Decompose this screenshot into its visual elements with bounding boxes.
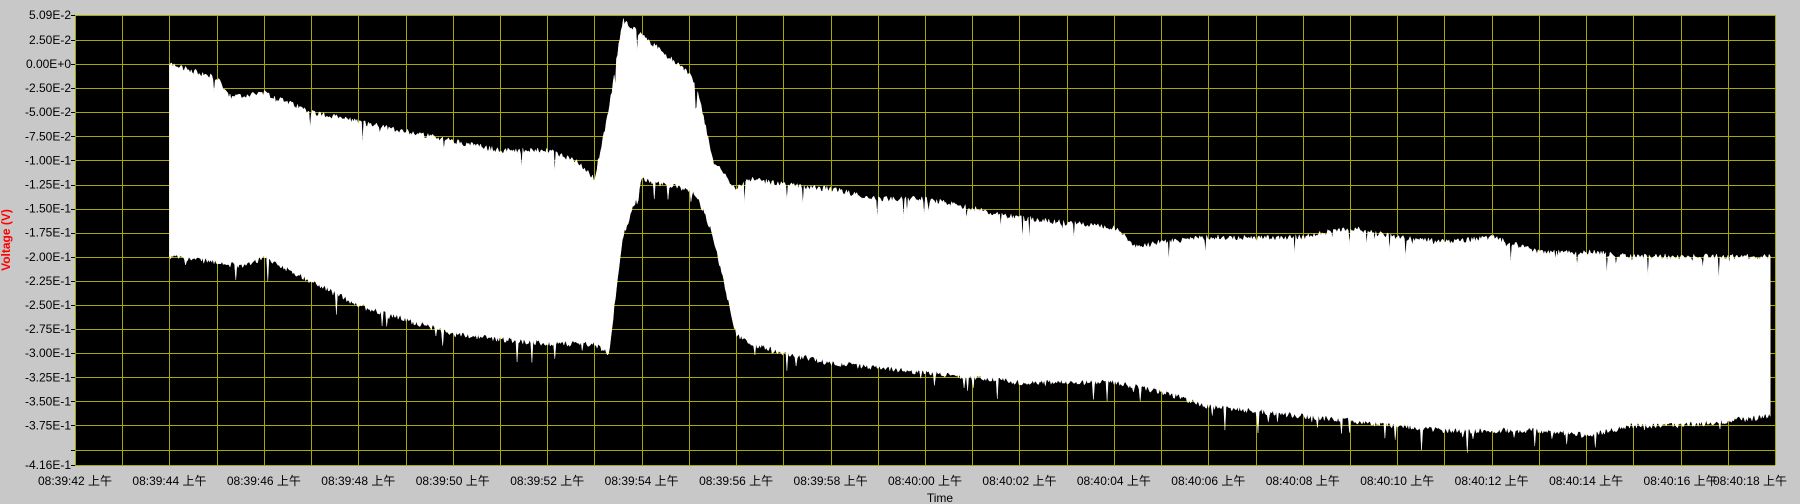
x-tick-label: 08:40:14 上午: [1549, 474, 1623, 488]
x-tick-label: 08:39:58 上午: [794, 474, 868, 488]
x-axis-title: Time: [927, 491, 954, 504]
y-axis-title: Voltage (V): [0, 209, 13, 271]
y-tick-label: -1.25E-1: [25, 178, 71, 192]
x-axis-ticks: 08:39:42 上午 08:39:44 上午 08:39:46 上午 08:39:4…: [38, 474, 1787, 488]
y-tick-label: -1.75E-1: [25, 226, 71, 240]
y-tick-label: -2.50E-2: [25, 81, 71, 95]
x-tick-label: 08:39:50 上午: [416, 474, 490, 488]
y-tick-label: -7.50E-2: [25, 129, 71, 143]
x-tick-label: 08:40:08 上午: [1266, 474, 1340, 488]
y-tick-label: -2.00E-1: [25, 250, 71, 264]
y-tick-label: -3.75E-1: [25, 418, 71, 432]
x-tick-label: 08:40:04 上午: [1077, 474, 1151, 488]
y-tick-label: -5.00E-2: [25, 105, 71, 119]
x-tick-label: 08:40:18 上午: [1713, 474, 1787, 488]
y-tick-label: -3.25E-1: [25, 370, 71, 384]
y-tick-label: -2.75E-1: [25, 322, 71, 336]
x-tick-label: 08:40:00 上午: [888, 474, 962, 488]
y-tick-label: -3.00E-1: [25, 346, 71, 360]
x-tick-label: 08:39:46 上午: [227, 474, 301, 488]
x-tick-label: 08:39:42 上午: [38, 474, 112, 488]
y-axis-ticks: 5.09E-2 2.50E-2 0.00E+0 -2.50E-2 -5.00E-2 -7.…: [25, 8, 75, 472]
x-tick-label: 08:39:48 上午: [321, 474, 395, 488]
x-tick-label: 08:39:44 上午: [132, 474, 206, 488]
x-tick-label: 08:40:12 上午: [1455, 474, 1529, 488]
x-tick-label: 08:40:02 上午: [982, 474, 1056, 488]
voltage-trace: [169, 18, 1771, 453]
x-tick-label: 08:39:56 上午: [699, 474, 773, 488]
y-tick-label: -1.00E-1: [25, 153, 71, 167]
y-tick-label: 5.09E-2: [29, 8, 71, 22]
x-tick-label: 08:40:10 上午: [1360, 474, 1434, 488]
y-tick-label: -1.50E-1: [25, 202, 71, 216]
x-tick-label: 08:40:06 上午: [1171, 474, 1245, 488]
y-tick-label: -3.50E-1: [25, 394, 71, 408]
y-tick-label: 0.00E+0: [26, 57, 71, 71]
x-tick-label: 08:40:16 上午: [1644, 474, 1718, 488]
y-tick-label: -4.16E-1: [25, 458, 71, 472]
y-tick-label: 2.50E-2: [29, 33, 71, 47]
y-tick-label: -2.50E-1: [25, 298, 71, 312]
y-tick-label: -2.25E-1: [25, 274, 71, 288]
x-tick-label: 08:39:54 上午: [605, 474, 679, 488]
x-tick-label: 08:39:52 上午: [510, 474, 584, 488]
